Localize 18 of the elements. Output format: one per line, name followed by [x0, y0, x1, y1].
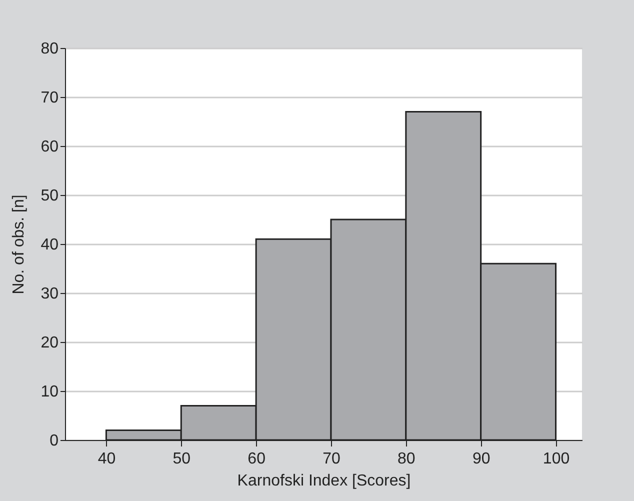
y-tick-label: 70 — [40, 90, 59, 106]
y-tick-label: 0 — [50, 432, 59, 450]
x-tick-label: 50 — [172, 450, 191, 468]
x-tick-label: 70 — [322, 450, 340, 468]
y-tick-label: 50 — [40, 188, 59, 204]
y-tick-label: 20 — [40, 334, 59, 352]
y-axis-title: No. of obs. [n] — [10, 194, 28, 294]
y-tick-label: 40 — [40, 236, 59, 254]
x-tick-label: 80 — [398, 450, 416, 468]
y-tick-label: 10 — [40, 384, 59, 400]
x-tick-label: 40 — [98, 450, 116, 468]
y-tick-label: 80 — [40, 40, 59, 58]
x-tick-label: 60 — [248, 450, 266, 468]
x-tick-label: 100 — [542, 450, 570, 468]
y-tick-label: 30 — [40, 286, 59, 302]
x-tick-label: 90 — [472, 450, 490, 468]
x-axis-title: Karnofski Index [Scores] — [237, 472, 411, 490]
y-tick-label: 60 — [40, 138, 59, 156]
